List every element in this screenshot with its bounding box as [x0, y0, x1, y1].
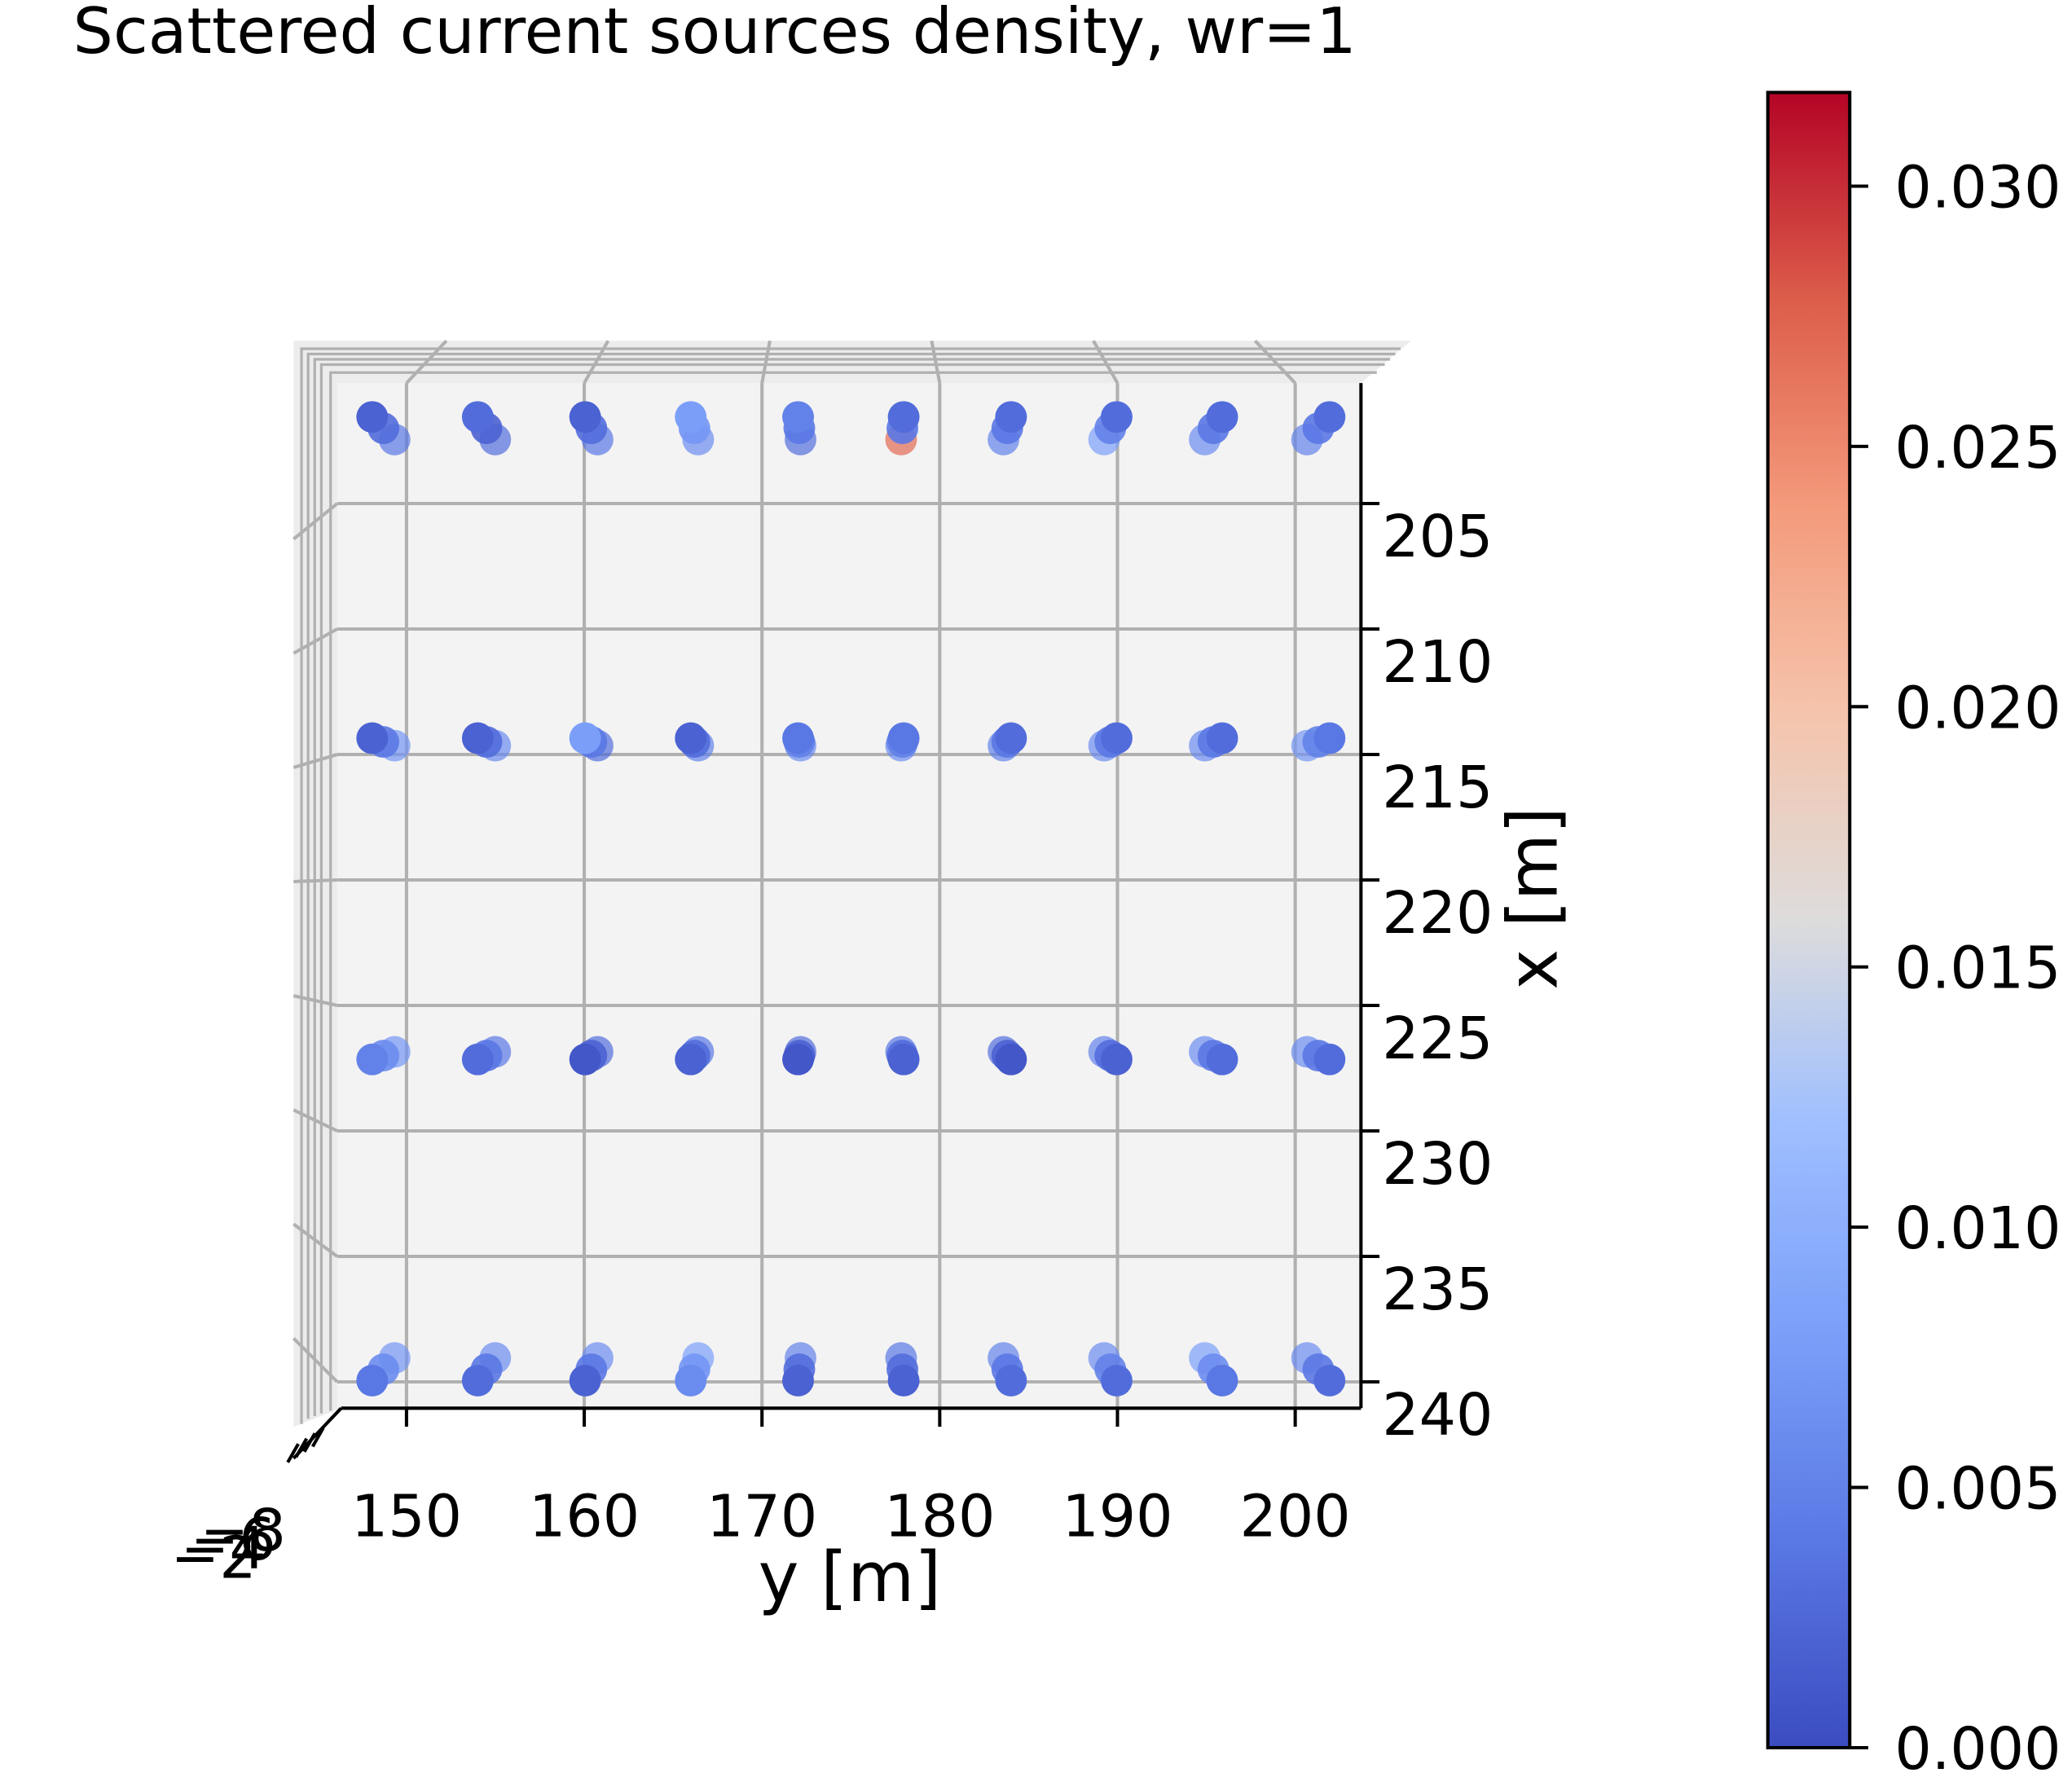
y-tick-label: 225 — [1382, 1005, 1493, 1072]
grid-line — [293, 753, 338, 769]
point — [995, 722, 1027, 754]
point — [1206, 722, 1238, 754]
grid-line — [293, 1108, 338, 1133]
point — [569, 722, 601, 754]
z-tick-label: −8 — [200, 1497, 286, 1564]
grid — [292, 339, 1362, 1409]
point — [1313, 1043, 1346, 1076]
grid-line — [293, 627, 338, 655]
z-tick-label: −4 — [181, 1515, 266, 1582]
y-tick-label: 210 — [1382, 628, 1493, 696]
grid-line — [293, 878, 337, 884]
point — [887, 722, 920, 754]
pane — [293, 341, 1411, 1427]
x-tick-label: 180 — [884, 1483, 995, 1551]
point — [995, 401, 1027, 433]
grid-line — [405, 339, 448, 385]
colorbar-tick-label: 0.000 — [1894, 1715, 2061, 1783]
point — [461, 1043, 494, 1076]
z-tick — [294, 1437, 309, 1458]
point — [995, 1364, 1027, 1397]
point — [461, 401, 494, 433]
points — [356, 401, 1346, 1397]
point — [675, 722, 707, 754]
point — [1206, 401, 1238, 433]
point — [1313, 1364, 1346, 1397]
point — [782, 1043, 814, 1076]
x-tick-label: 190 — [1062, 1483, 1172, 1551]
point — [995, 1043, 1027, 1076]
grid-line — [293, 1222, 339, 1258]
y-tick-label: 230 — [1382, 1130, 1493, 1198]
colorbar-tick-label: 0.015 — [1894, 935, 2061, 1002]
point — [887, 1043, 920, 1076]
colorbar — [1766, 90, 1852, 1750]
point — [1100, 1043, 1133, 1076]
y-tick-label: 235 — [1382, 1256, 1493, 1323]
grid-line — [760, 340, 772, 384]
y-axis-label: x [m] — [1493, 807, 1573, 990]
grid-line — [292, 1337, 339, 1383]
y-tick-label: 220 — [1382, 879, 1493, 947]
point — [887, 401, 920, 433]
colorbar-tick-label: 0.020 — [1894, 674, 2061, 741]
point — [675, 1364, 707, 1397]
z-tick — [302, 1432, 317, 1453]
point — [356, 1043, 389, 1076]
point — [356, 722, 389, 754]
grid-line — [1092, 340, 1120, 385]
y-tick-label: 205 — [1382, 503, 1493, 570]
point — [675, 1043, 707, 1076]
colorbar-tick-label: 0.010 — [1894, 1194, 2061, 1262]
point — [675, 401, 707, 433]
z-tick — [310, 1427, 325, 1448]
grid-line — [1253, 339, 1297, 385]
y-tick-label: 240 — [1382, 1381, 1493, 1449]
x-tick-label: 160 — [529, 1483, 640, 1551]
point — [356, 1364, 389, 1397]
z-tick-label: −2 — [171, 1524, 257, 1591]
point — [1206, 1043, 1238, 1076]
grid-line — [583, 340, 610, 385]
point — [1206, 1364, 1238, 1397]
point — [1100, 401, 1133, 433]
y-tick-label: 215 — [1382, 754, 1493, 821]
x-axis-label: y [m] — [759, 1537, 942, 1617]
grid-line — [293, 502, 339, 541]
x-tick-label: 200 — [1240, 1483, 1351, 1551]
point — [1100, 1364, 1133, 1397]
point — [461, 1364, 494, 1397]
z-tick-label: −6 — [191, 1506, 276, 1573]
point — [782, 1364, 814, 1397]
point — [1313, 722, 1346, 754]
x-tick-label: 150 — [351, 1483, 462, 1551]
axes — [286, 383, 1380, 1463]
point — [356, 401, 389, 433]
colorbar-tick-label: 0.030 — [1894, 153, 2061, 221]
point — [461, 722, 494, 754]
point — [1100, 722, 1133, 754]
chart-title: Scattered current sources density, wr=1 — [73, 0, 1357, 68]
grid-line — [293, 994, 338, 1007]
point — [887, 1364, 920, 1397]
point — [782, 401, 814, 433]
x-tick-label: 170 — [706, 1483, 817, 1551]
point — [569, 401, 601, 433]
grid-line — [930, 340, 942, 384]
point — [782, 722, 814, 754]
colorbar-tick-label: 0.025 — [1894, 414, 2061, 482]
point — [569, 1364, 601, 1397]
point — [1313, 401, 1346, 433]
colorbar-tick-label: 0.005 — [1894, 1455, 2061, 1523]
point — [569, 1043, 601, 1076]
z-tick — [286, 1443, 300, 1463]
